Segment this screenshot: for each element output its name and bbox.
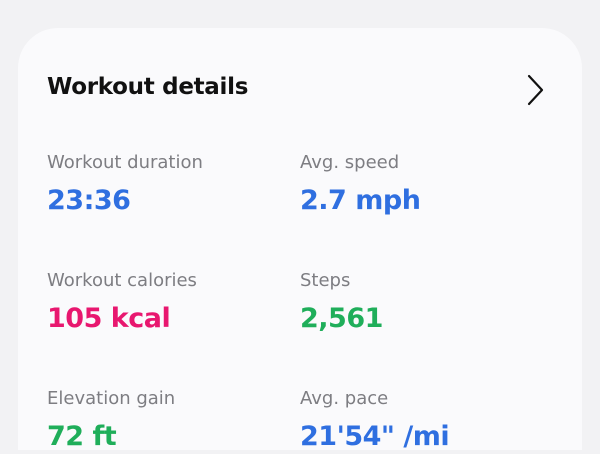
stat-label: Avg. pace bbox=[300, 388, 389, 409]
stat-value: 23:36 bbox=[47, 185, 131, 216]
stat-item: Workout calories 105 kcal bbox=[47, 268, 287, 336]
stat-label: Elevation gain bbox=[47, 388, 176, 409]
stat-label: Workout calories bbox=[47, 270, 197, 291]
stat-item: Avg. speed 2.7 mph bbox=[300, 150, 540, 218]
stat-value: 72 ft bbox=[47, 421, 117, 452]
stat-item: Workout duration 23:36 bbox=[47, 150, 287, 218]
card-title: Workout details bbox=[47, 74, 249, 100]
stat-label: Steps bbox=[300, 270, 351, 291]
stat-value: 2,561 bbox=[300, 303, 383, 334]
stat-value: 21'54" /mi bbox=[300, 421, 450, 452]
stat-label: Workout duration bbox=[47, 152, 203, 173]
chevron-button[interactable] bbox=[524, 72, 548, 108]
workout-card: Workout details Workout duration 23:36 Avg… bbox=[18, 28, 582, 452]
stat-item: Avg. pace 21'54" /mi bbox=[300, 386, 540, 454]
stat-value: 105 kcal bbox=[47, 303, 171, 334]
stat-item: Elevation gain 72 ft bbox=[47, 386, 287, 454]
stat-item: Steps 2,561 bbox=[300, 268, 540, 336]
stat-label: Avg. speed bbox=[300, 152, 400, 173]
stat-value: 2.7 mph bbox=[300, 185, 421, 216]
